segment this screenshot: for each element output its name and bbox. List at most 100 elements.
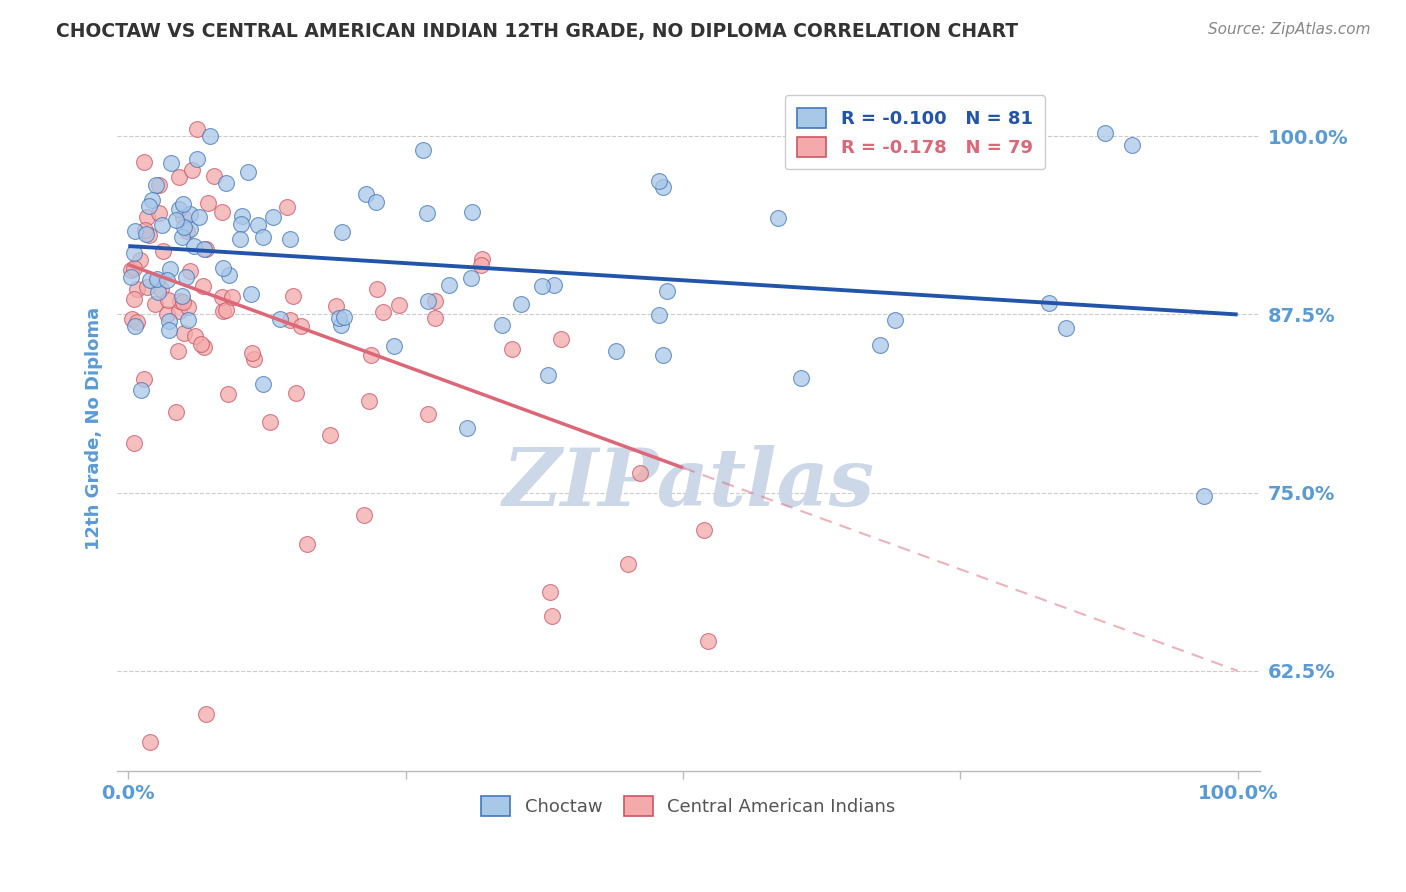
Point (145, 178, 167, 193)
Point (360, 347, 382, 361)
Point (652, 180, 675, 194)
Point (218, 268, 240, 282)
Point (290, 318, 312, 333)
Point (252, 377, 274, 392)
Point (328, 310, 350, 325)
Point (221, 290, 243, 304)
Point (150, 219, 173, 233)
Point (541, 609, 564, 624)
Point (884, 312, 907, 326)
Point (187, 210, 209, 224)
Point (1094, 127, 1116, 141)
Point (353, 508, 375, 522)
Point (176, 300, 198, 314)
Text: Source: ZipAtlas.com: Source: ZipAtlas.com (1208, 22, 1371, 37)
Point (412, 143, 434, 157)
Point (456, 421, 478, 435)
Point (136, 280, 159, 294)
Point (276, 201, 298, 215)
Point (238, 165, 260, 179)
Point (1121, 138, 1143, 153)
Point (148, 285, 170, 299)
Point (166, 405, 188, 419)
Text: ZIPatlas: ZIPatlas (502, 444, 875, 522)
Point (139, 735, 162, 749)
Point (550, 333, 572, 347)
Point (191, 279, 214, 293)
Point (354, 187, 377, 202)
Point (471, 252, 494, 266)
Point (194, 242, 217, 256)
Point (165, 212, 187, 227)
Point (1054, 320, 1077, 334)
Point (122, 261, 145, 276)
Point (120, 269, 142, 284)
Point (197, 196, 219, 211)
Point (262, 211, 284, 225)
Point (179, 263, 201, 277)
Point (124, 224, 146, 238)
Text: CHOCTAW VS CENTRAL AMERICAN INDIAN 12TH GRADE, NO DIPLOMA CORRELATION CHART: CHOCTAW VS CENTRAL AMERICAN INDIAN 12TH … (56, 22, 1018, 41)
Point (628, 466, 651, 480)
Point (423, 310, 446, 325)
Point (167, 169, 190, 184)
Point (179, 221, 201, 235)
Point (134, 223, 156, 237)
Point (128, 252, 150, 267)
Point (169, 202, 191, 216)
Point (657, 284, 679, 298)
Point (190, 337, 212, 351)
Point (332, 310, 354, 324)
Point (193, 340, 215, 354)
Point (121, 312, 143, 326)
Legend: Choctaw, Central American Indians: Choctaw, Central American Indians (474, 789, 903, 823)
Point (124, 436, 146, 450)
Point (696, 633, 718, 648)
Point (179, 206, 201, 220)
Point (169, 294, 191, 309)
Point (184, 328, 207, 343)
Point (132, 372, 155, 386)
Point (138, 273, 160, 287)
Point (149, 282, 172, 296)
Point (212, 260, 235, 275)
Point (252, 229, 274, 244)
Point (176, 224, 198, 238)
Point (371, 304, 394, 318)
Point (789, 371, 811, 385)
Point (135, 227, 157, 241)
Point (160, 155, 183, 169)
Point (491, 318, 513, 333)
Point (141, 193, 163, 207)
Point (461, 204, 484, 219)
Point (242, 352, 264, 367)
Point (437, 278, 460, 293)
Point (212, 304, 235, 318)
Point (202, 169, 225, 184)
Point (231, 209, 253, 223)
Point (229, 231, 252, 245)
Point (616, 557, 638, 571)
Point (172, 294, 194, 309)
Point (366, 282, 388, 296)
Point (269, 312, 291, 326)
Point (460, 271, 482, 285)
Point (693, 523, 716, 537)
Point (193, 242, 215, 256)
Point (170, 230, 193, 244)
Y-axis label: 12th Grade, No Diploma: 12th Grade, No Diploma (86, 307, 103, 550)
Point (159, 262, 181, 277)
Point (501, 342, 523, 356)
Point (415, 205, 437, 219)
Point (531, 278, 554, 293)
Point (124, 246, 146, 260)
Point (136, 210, 159, 224)
Point (240, 346, 263, 360)
Point (1038, 296, 1060, 310)
Point (122, 292, 145, 306)
Point (648, 174, 671, 188)
Point (181, 162, 204, 177)
Point (174, 270, 197, 285)
Point (148, 178, 170, 193)
Point (146, 272, 169, 286)
